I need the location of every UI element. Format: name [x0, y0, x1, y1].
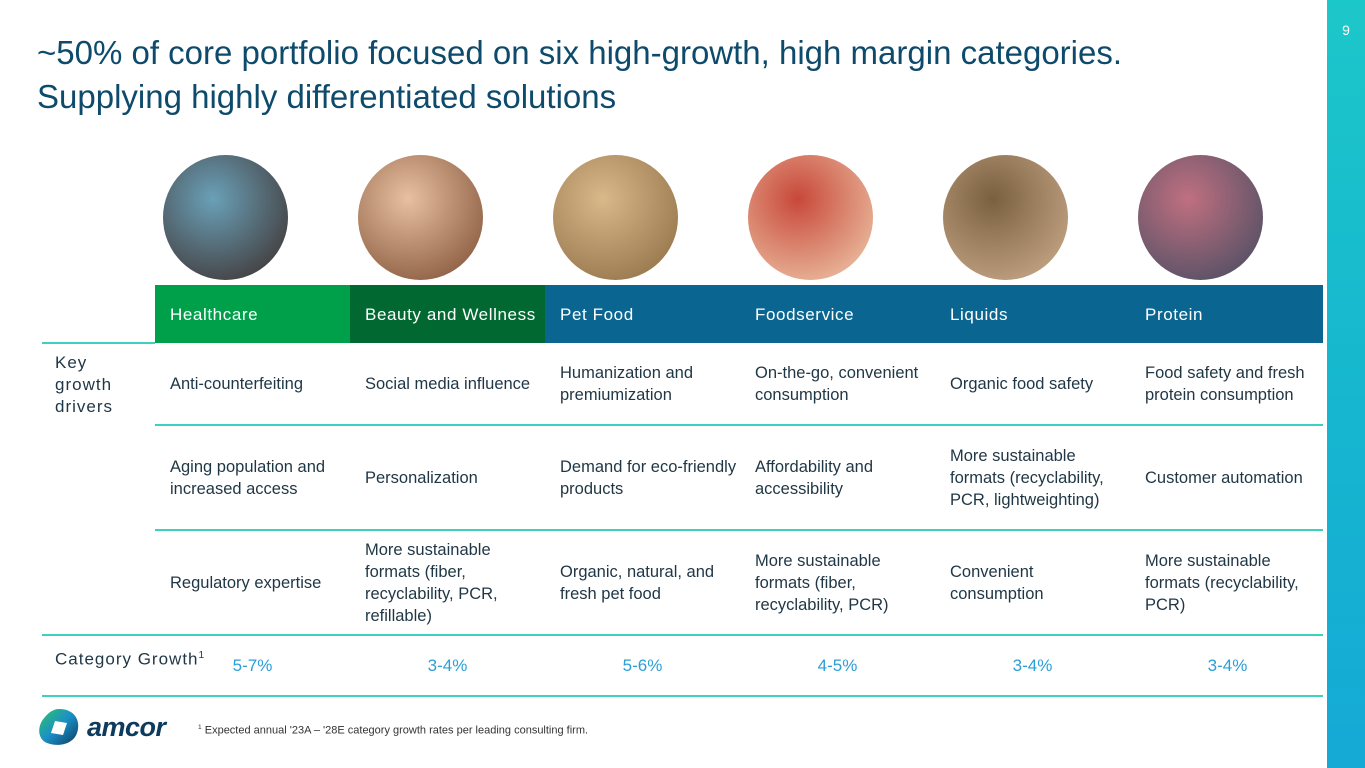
category-photo	[748, 155, 873, 280]
category-photo	[1138, 155, 1263, 280]
growth-value: 3-4%	[1207, 656, 1248, 675]
growth-value: 5-6%	[622, 656, 663, 675]
category-photo	[163, 155, 288, 280]
driver-cell: Customer automation	[1145, 468, 1303, 487]
growth-label: Category Growth	[55, 649, 199, 669]
category-header: Beauty and Wellness	[350, 285, 545, 343]
driver-cell: Personalization	[365, 468, 478, 487]
logo-text: amcor	[87, 711, 166, 742]
driver-cell: Food safety and fresh protein consumptio…	[1145, 364, 1305, 404]
category-photo	[943, 155, 1068, 280]
growth-value: 3-4%	[427, 656, 468, 675]
footnote: 1 Expected annual '23A – '28E category g…	[198, 724, 588, 737]
growth-value: 3-4%	[1012, 656, 1053, 675]
category-header: Pet Food	[545, 285, 740, 343]
footnote-marker: 1	[198, 650, 206, 661]
driver-cell: Demand for eco-friendly products	[560, 457, 737, 498]
amcor-logo: amcor	[37, 707, 166, 747]
divider	[42, 342, 155, 344]
divider	[155, 424, 1323, 426]
driver-cell: Affordability and accessibility	[755, 457, 874, 498]
driver-cell: Organic food safety	[950, 375, 1094, 393]
category-photo	[358, 155, 483, 280]
side-accent-bar	[1327, 0, 1365, 768]
growth-value: 4-5%	[817, 656, 858, 675]
divider	[42, 634, 1323, 636]
amcor-logo-icon	[39, 709, 79, 745]
driver-cell: More sustainable formats (fiber, recycla…	[365, 540, 498, 625]
footnote-marker: 1	[198, 724, 202, 731]
category-header: Liquids	[935, 285, 1130, 343]
driver-cell: Aging population and increased access	[170, 457, 326, 498]
divider	[42, 695, 1323, 697]
page-title: ~50% of core portfolio focused on six hi…	[37, 34, 1123, 115]
driver-cell: Social media influence	[365, 375, 531, 393]
divider	[155, 529, 1323, 531]
category-header: Healthcare	[155, 285, 350, 343]
row-label-growth: Category Growth1	[55, 645, 205, 671]
driver-cell: Humanization and premiumization	[560, 364, 693, 404]
driver-cell: More sustainable formats (recyclability,…	[950, 446, 1104, 509]
driver-cell: On-the-go, convenient consumption	[755, 364, 919, 404]
driver-cell: Convenient consumption	[950, 562, 1044, 603]
driver-cell: Regulatory expertise	[170, 573, 322, 592]
row-label-drivers: Key growth drivers	[55, 353, 114, 416]
driver-cell: Organic, natural, and fresh pet food	[560, 562, 715, 603]
driver-cell: Anti-counterfeiting	[170, 375, 303, 393]
driver-cell: More sustainable formats (recyclability,…	[1145, 551, 1299, 614]
category-photo	[553, 155, 678, 280]
driver-cell: More sustainable formats (fiber, recycla…	[755, 551, 889, 614]
footnote-text: Expected annual '23A – '28E category gro…	[204, 724, 589, 737]
growth-value: 5-7%	[232, 656, 273, 675]
page-number: 9	[1342, 22, 1350, 38]
category-header: Protein	[1130, 285, 1323, 343]
category-header: Foodservice	[740, 285, 935, 343]
